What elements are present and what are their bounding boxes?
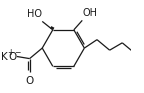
Text: OH: OH bbox=[83, 8, 98, 18]
Text: HO: HO bbox=[27, 9, 42, 19]
Text: K: K bbox=[1, 52, 8, 61]
Text: +: + bbox=[7, 48, 14, 57]
Text: O: O bbox=[25, 76, 34, 86]
Text: −: − bbox=[14, 48, 21, 57]
Text: O: O bbox=[8, 52, 16, 61]
